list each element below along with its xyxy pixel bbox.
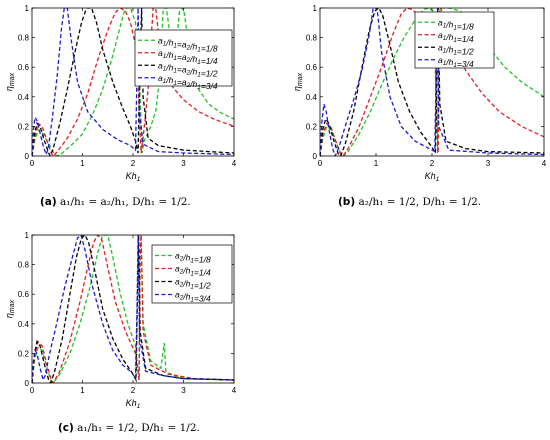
y-tick-label-b-5: 1 — [313, 4, 318, 13]
caption-c-text: a₁/h₁ = 1/2, D/h₁ = 1/2. — [77, 422, 200, 434]
y-tick-label-c-3: 0.6 — [18, 290, 30, 299]
caption-b-text: a₂/h₁ = 1/2, D/h₁ = 1/2. — [358, 196, 482, 208]
x-axis-label-b: Kh1 — [425, 171, 440, 183]
y-tick-label-b-3: 0.6 — [306, 63, 318, 72]
y-tick-label-a-4: 0.8 — [18, 34, 30, 43]
chart-b: 0 1 2 3 400.20.40.60.81Kh1ηmaxa1/h1=1/8a1/h1… — [292, 4, 547, 183]
legend-entry-a-0: a1/h1=a2/h1=1/8 — [158, 35, 218, 53]
caption-b-label: (b) — [338, 196, 356, 208]
series-line-a-2 — [32, 8, 234, 156]
x-tick-label-a-0: 0 — [30, 159, 35, 168]
y-tick-label-a-1: 0.2 — [18, 122, 30, 131]
x-tick-label-b-4: 4 — [542, 159, 547, 168]
y-tick-label-b-0: 0 — [313, 152, 318, 161]
legend-box-c — [151, 244, 233, 304]
y-tick-label-c-2: 0.4 — [18, 320, 30, 329]
y-tick-label-a-3: 0.6 — [18, 63, 30, 72]
x-tick-label-a-3: 3 — [181, 159, 186, 168]
x-tick-label-b-3: 3 — [486, 159, 491, 168]
x-tick-label-c-3: 3 — [181, 386, 186, 395]
y-axis-label-b: ηmax — [292, 72, 304, 91]
y-tick-label-c-1: 0.2 — [18, 349, 30, 358]
x-tick-label-a-1: 1 — [80, 159, 85, 168]
legend-entry-a-2: a1/h1=a2/h1=1/2 — [158, 60, 218, 78]
legend-entry-c-3: a2/h1=3/4 — [175, 290, 211, 304]
x-tick-label-a-4: 4 — [232, 159, 237, 168]
chart-a: 0 1 2 3 4 0 0.2 0.4 0.6 0.8 1 Kh1 ηmax a1/h1=a2/h1=1/… — [4, 4, 237, 183]
caption-c-label: (c) — [58, 422, 74, 434]
series-line-c-3 — [32, 235, 234, 383]
series-line-c-1 — [32, 235, 234, 383]
x-axis-label-c: Kh1 — [126, 398, 141, 410]
y-tick-label-a-5: 1 — [25, 4, 30, 13]
y-tick-label-a-0: 0 — [25, 152, 30, 161]
x-tick-label-b-0: 0 — [318, 159, 323, 168]
legend-entry-b-0: a1/h1=1/8 — [438, 17, 474, 31]
chart-panel-c: 0 1 2 3 4 0 0.2 0.4 0.6 0.8 1 Kh1 ηmax a2/h1=1/8 a2/h1… — [0, 225, 270, 414]
caption-b: (b) a₂/h₁ = 1/2, D/h₁ = 1/2. — [338, 196, 481, 208]
caption-a: (a) a₁/h₁ = a₂/h₁, D/h₁ = 1/2. — [40, 196, 191, 208]
y-tick-label-b-1: 0.2 — [306, 122, 318, 131]
x-tick-label-c-0: 0 — [30, 386, 35, 395]
series-line-a-0 — [32, 8, 234, 156]
x-tick-label-b-2: 2 — [430, 159, 435, 168]
y-tick-label-c-0: 0 — [25, 379, 30, 388]
y-tick-label-c-5: 1 — [25, 231, 30, 240]
legend-entry-b-1: a1/h1=1/4 — [438, 30, 474, 44]
legend-entry-b-3: a1/h1=3/4 — [438, 55, 474, 69]
legend-entry-c-0: a2/h1=1/8 — [175, 251, 211, 265]
legend-entry-c-1: a2/h1=1/4 — [175, 264, 211, 278]
x-tick-label-c-1: 1 — [80, 386, 85, 395]
caption-a-label: (a) — [40, 196, 57, 208]
chart-panel-b: 0 1 2 3 4 0 0.2 0.4 0.6 0.8 1 Kh1 ηmax a1/h1=1/8 a1/h1… — [275, 0, 550, 189]
series-line-a-1 — [32, 8, 234, 156]
x-axis-label-a: Kh1 — [126, 171, 141, 183]
legend-entry-a-3: a1/h1=a2/h1=3/4 — [158, 73, 218, 91]
series-line-b-2 — [320, 8, 544, 156]
legend-box-a — [134, 29, 233, 87]
y-tick-label-b-4: 0.8 — [306, 34, 318, 43]
x-tick-label-c-4: 4 — [232, 386, 237, 395]
legend-box-b — [414, 11, 495, 69]
caption-a-text: a₁/h₁ = a₂/h₁, D/h₁ = 1/2. — [60, 196, 191, 208]
legend-entry-c-2: a2/h1=1/2 — [175, 277, 211, 291]
chart-c: 0 1 2 3 400.20.40.60.81Kh1ηmaxa2/h1=1/8a2/h1… — [4, 231, 237, 410]
legend-entry-a-1: a1/h1=a2/h1=1/4 — [158, 48, 218, 66]
legend-entry-b-2: a1/h1=1/2 — [438, 42, 474, 56]
y-tick-label-c-4: 0.8 — [18, 261, 30, 270]
y-tick-label-a-2: 0.4 — [18, 93, 30, 102]
y-axis-label-c: ηmax — [4, 299, 16, 318]
y-tick-label-b-2: 0.4 — [306, 93, 318, 102]
x-tick-label-a-2: 2 — [131, 159, 136, 168]
y-axis-label-a: ηmax — [4, 72, 16, 91]
caption-c: (c) a₁/h₁ = 1/2, D/h₁ = 1/2. — [58, 422, 200, 434]
x-tick-label-c-2: 2 — [131, 386, 136, 395]
x-tick-label-b-1: 1 — [374, 159, 379, 168]
chart-panel-a: 0 1 2 3 4 0 0.2 0.4 0.6 0.8 1 Kh1 ηmax a1/h1=a2/h1=1/… — [0, 0, 270, 189]
